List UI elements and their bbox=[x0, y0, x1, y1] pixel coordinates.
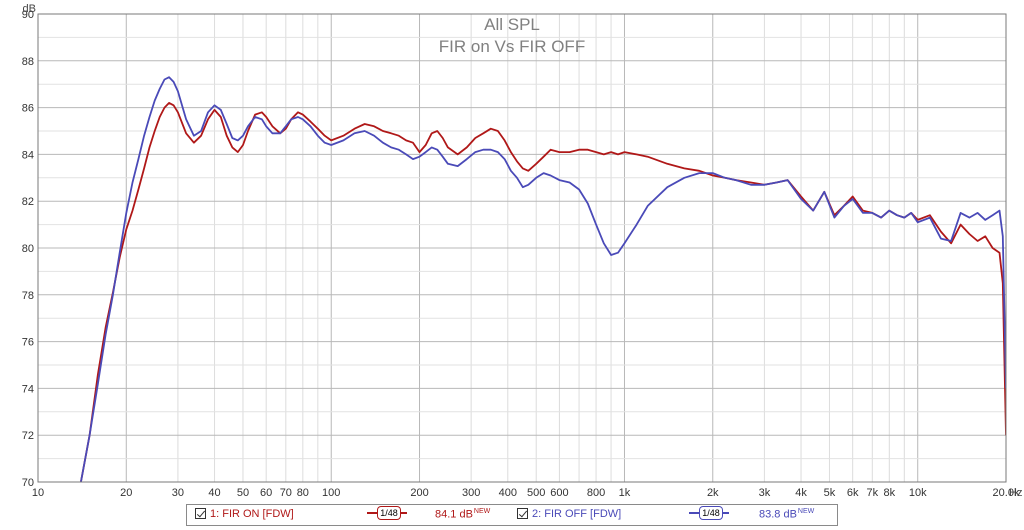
y-tick-label: 72 bbox=[22, 430, 34, 442]
x-tick-label: 50 bbox=[237, 487, 249, 499]
fir-off-smoothing-label: 1/48 bbox=[699, 506, 723, 520]
fir-on-checkbox[interactable] bbox=[195, 508, 206, 519]
x-axis-unit: Hz bbox=[1009, 487, 1022, 499]
x-tick-label: 40 bbox=[208, 487, 220, 499]
series-layer bbox=[80, 76, 1006, 482]
y-tick-label: 88 bbox=[22, 56, 34, 68]
y-axis: 70 72 74 76 78 80 82 84 86 88 90 bbox=[22, 9, 34, 489]
grid bbox=[38, 14, 1006, 482]
x-tick-label: 300 bbox=[462, 487, 480, 499]
chart-subtitle: FIR on Vs FIR OFF bbox=[439, 37, 585, 56]
x-tick-label: 600 bbox=[550, 487, 568, 499]
fir-off-checkbox[interactable] bbox=[517, 508, 528, 519]
y-tick-label: 70 bbox=[22, 477, 34, 489]
x-tick-label: 10k bbox=[909, 487, 927, 499]
x-tick-label: 500 bbox=[527, 487, 545, 499]
x-tick-label: 20.0k bbox=[993, 487, 1020, 499]
fir-off-level-value: 83.8 dB bbox=[759, 508, 797, 521]
legend-label-fir-off: 2: FIR OFF [FDW] bbox=[532, 508, 622, 520]
x-tick-label: 5k bbox=[824, 487, 836, 499]
fir-off-level: 83.8 dBNEW bbox=[759, 508, 814, 521]
chart-title: All SPL bbox=[484, 15, 540, 34]
x-tick-label: 80 bbox=[297, 487, 309, 499]
legend: 1: FIR ON [FDW] 1/48 84.1 dBNEW 2: FIR O… bbox=[186, 504, 838, 526]
x-tick-label: 60 bbox=[260, 487, 272, 499]
y-tick-label: 86 bbox=[22, 103, 34, 115]
y-tick-label: 76 bbox=[22, 337, 34, 349]
y-tick-label: 74 bbox=[22, 383, 34, 395]
y-tick-label: 80 bbox=[22, 243, 34, 255]
fir-on-smoothing-button[interactable]: 1/48 bbox=[367, 506, 407, 520]
x-tick-label: 400 bbox=[499, 487, 517, 499]
x-axis: 10 20 30 40 50 60 70 80 100 200 300 400 500 600 800 1k 2… bbox=[32, 487, 1020, 499]
x-tick-label: 7k bbox=[866, 487, 878, 499]
y-tick-label: 90 bbox=[22, 9, 34, 21]
x-tick-label: 1k bbox=[619, 487, 631, 499]
x-tick-label: 100 bbox=[322, 487, 340, 499]
x-tick-label: 10 bbox=[32, 487, 44, 499]
series-line-fir-on bbox=[80, 102, 1006, 482]
fir-on-smoothing-label: 1/48 bbox=[377, 506, 401, 520]
x-tick-label: 30 bbox=[172, 487, 184, 499]
x-tick-label: 800 bbox=[587, 487, 605, 499]
fir-on-level-value: 84.1 dB bbox=[435, 508, 473, 521]
x-tick-label: 200 bbox=[410, 487, 428, 499]
y-tick-label: 78 bbox=[22, 290, 34, 302]
plot-frame bbox=[37, 13, 1007, 483]
fir-off-new-badge: NEW bbox=[797, 508, 815, 515]
series-line-fir-off bbox=[80, 76, 1006, 482]
y-tick-label: 84 bbox=[22, 149, 34, 161]
x-tick-label: 20 bbox=[120, 487, 132, 499]
fir-on-new-badge: NEW bbox=[473, 508, 491, 515]
fir-on-level: 84.1 dBNEW bbox=[435, 508, 490, 521]
y-axis-unit: dB bbox=[23, 3, 36, 15]
x-tick-label: 6k bbox=[847, 487, 859, 499]
legend-label-fir-on: 1: FIR ON [FDW] bbox=[210, 508, 294, 520]
y-tick-label: 82 bbox=[22, 196, 34, 208]
x-tick-label: 70 bbox=[280, 487, 292, 499]
x-tick-label: 3k bbox=[759, 487, 771, 499]
fir-off-smoothing-button[interactable]: 1/48 bbox=[689, 506, 729, 520]
x-tick-label: 4k bbox=[795, 487, 807, 499]
x-tick-label: 8k bbox=[883, 487, 895, 499]
x-tick-label: 2k bbox=[707, 487, 719, 499]
